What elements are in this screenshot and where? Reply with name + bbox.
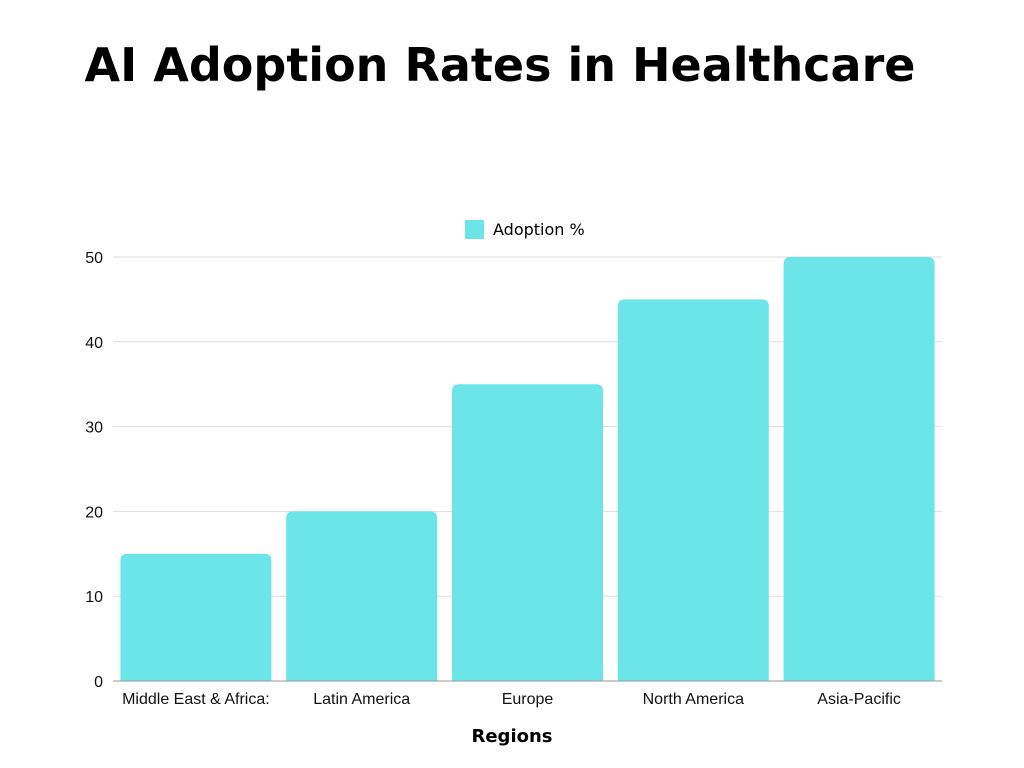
bar: [452, 384, 603, 681]
x-tick-label: Europe: [502, 691, 554, 708]
chart-title: AI Adoption Rates in Healthcare: [84, 38, 916, 92]
bar: [617, 299, 769, 681]
y-tick-label: 10: [85, 589, 103, 606]
x-tick-label: Latin America: [313, 691, 410, 708]
bar: [286, 511, 438, 681]
bar: [120, 553, 272, 681]
x-tick-label: North America: [643, 691, 744, 708]
x-axis-label: Regions: [471, 726, 553, 747]
bar: [783, 257, 935, 681]
legend-label: Adoption %: [493, 220, 585, 239]
y-tick-label: 30: [85, 420, 103, 437]
x-tick-label: Asia-Pacific: [817, 691, 901, 708]
x-tick-label: Middle East & Africa:: [122, 691, 270, 708]
y-tick-label: 40: [85, 335, 103, 352]
legend-swatch: [465, 220, 484, 239]
y-tick-label: 20: [85, 504, 103, 521]
y-tick-label: 0: [94, 674, 103, 691]
legend: Adoption %: [465, 220, 585, 239]
y-tick-label: 50: [85, 250, 103, 267]
